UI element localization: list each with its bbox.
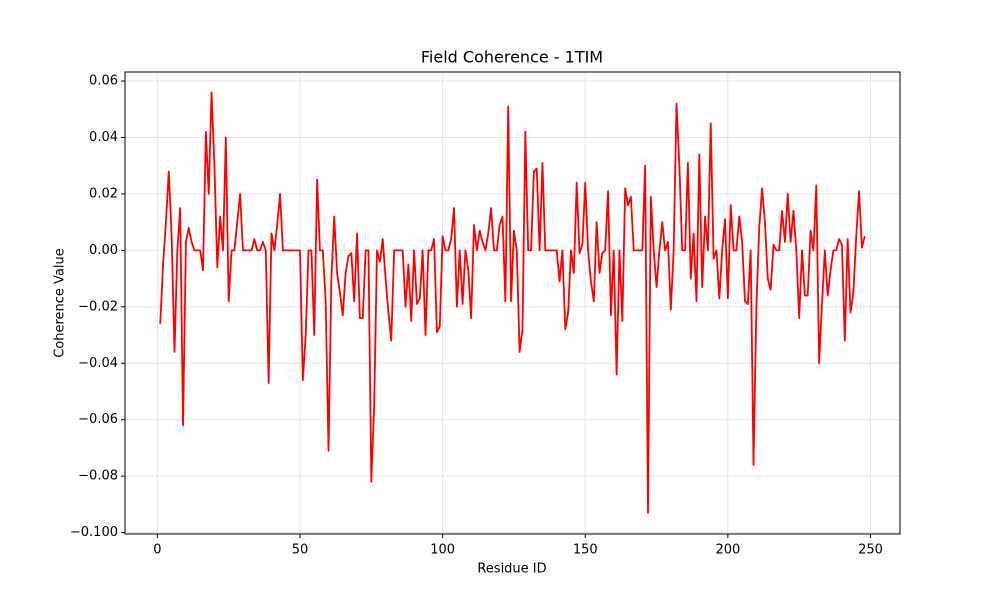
y-tick-label: −0.06 <box>78 412 118 427</box>
data-line <box>159 91 866 514</box>
y-tick-label: −0.02 <box>78 299 118 314</box>
y-tick-label: 0.00 <box>89 243 118 258</box>
y-tick-label: 0.06 <box>89 74 118 89</box>
y-tick-label: −0.08 <box>78 469 118 484</box>
x-tick-label: 250 <box>858 543 883 558</box>
plot-frame <box>124 71 901 535</box>
x-tick-label: 150 <box>573 543 598 558</box>
x-tick-label: 0 <box>153 543 161 558</box>
y-axis-label: Coherence Value <box>53 248 68 358</box>
y-tick-label: −0.04 <box>78 356 118 371</box>
x-axis-label: Residue ID <box>477 562 546 577</box>
x-tick-label: 100 <box>430 543 455 558</box>
chart-title: Field Coherence - 1TIM <box>421 48 603 67</box>
y-tick-label: −0.100 <box>70 525 118 540</box>
x-tick-label: 50 <box>292 543 309 558</box>
y-tick-label: 0.04 <box>89 130 118 145</box>
y-tick-label: 0.02 <box>89 186 118 201</box>
x-tick-label: 200 <box>715 543 740 558</box>
